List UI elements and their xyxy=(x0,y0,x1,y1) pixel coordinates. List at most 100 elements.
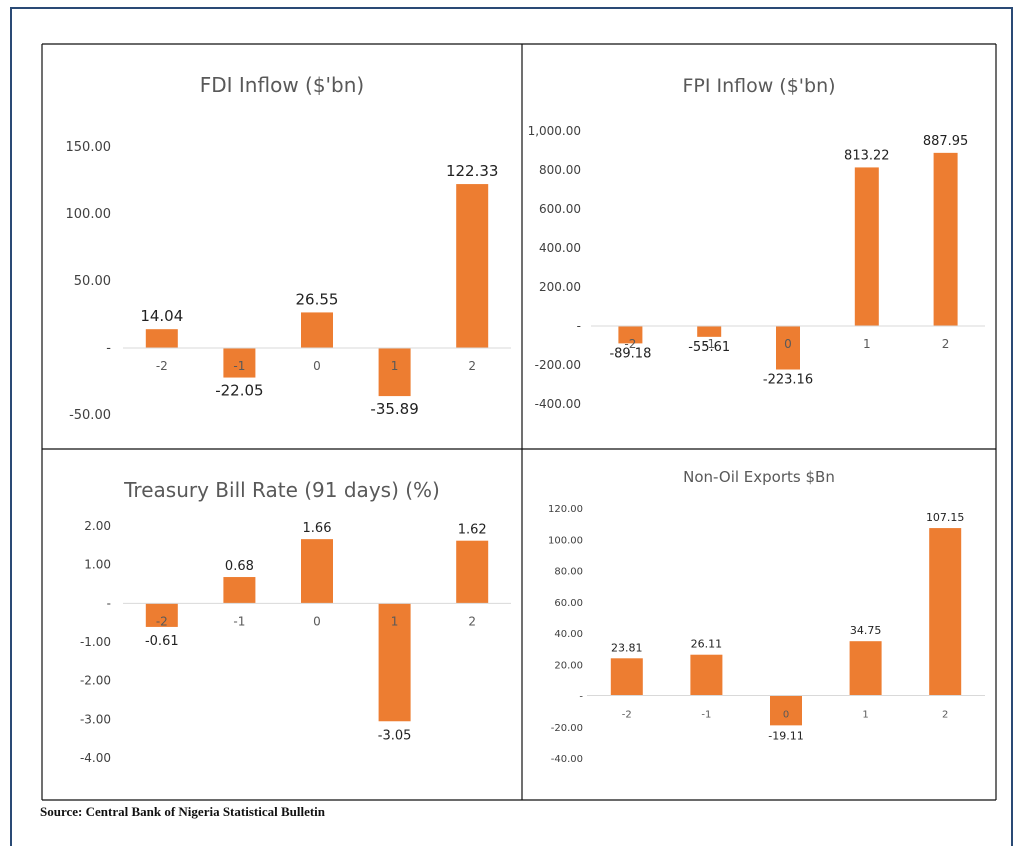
bar xyxy=(849,641,882,696)
x-tick-label: 0 xyxy=(783,710,789,721)
y-tick-label: -1.00 xyxy=(80,635,111,649)
y-tick-label: 2.00 xyxy=(84,519,111,533)
x-tick-label: 1 xyxy=(862,710,868,721)
x-tick-label: -1 xyxy=(703,337,715,351)
bar xyxy=(618,326,643,344)
bar xyxy=(933,152,958,326)
y-tick-label: 1,000.00 xyxy=(528,124,581,138)
bar xyxy=(378,603,411,722)
x-tick-label: 1 xyxy=(391,359,399,373)
y-tick-label: 400.00 xyxy=(539,241,581,255)
chart-title: Treasury Bill Rate (91 days) (%) xyxy=(123,478,440,502)
bar xyxy=(690,654,723,696)
bar xyxy=(145,603,178,627)
bar xyxy=(301,539,333,604)
data-label: 23.81 xyxy=(611,641,643,654)
chart-title: FPI Inflow ($'bn) xyxy=(682,75,835,97)
x-tick-label: -1 xyxy=(701,710,711,721)
data-label: 122.33 xyxy=(446,162,499,180)
x-tick-label: 2 xyxy=(942,337,950,351)
x-tick-label: -2 xyxy=(156,359,168,373)
x-tick-label: 2 xyxy=(468,359,476,373)
x-tick-label: 0 xyxy=(313,359,321,373)
y-tick-label: -3.00 xyxy=(80,712,111,726)
data-label: -89.18 xyxy=(609,346,651,361)
bar xyxy=(929,528,962,696)
data-label: -3.05 xyxy=(378,728,412,743)
data-label: -22.05 xyxy=(215,382,263,400)
y-tick-label: 80.00 xyxy=(554,567,583,578)
y-tick-label: 100.00 xyxy=(66,207,112,222)
y-tick-label: -20.00 xyxy=(551,723,583,734)
bar xyxy=(776,326,800,370)
y-tick-label: - xyxy=(577,319,581,333)
data-label: 107.15 xyxy=(926,511,965,524)
chart-title: FDI Inflow ($'bn) xyxy=(200,73,364,97)
x-tick-label: -2 xyxy=(624,337,636,351)
y-tick-label: 200.00 xyxy=(539,280,581,294)
chart-title: Non-Oil Exports $Bn xyxy=(683,468,835,486)
data-label: -223.16 xyxy=(763,373,813,388)
figure-frame xyxy=(10,7,1013,846)
y-tick-label: 120.00 xyxy=(548,504,583,515)
bar xyxy=(610,658,643,696)
data-label: 887.95 xyxy=(923,134,969,149)
data-label: 34.75 xyxy=(850,624,882,637)
data-label: 813.22 xyxy=(844,148,890,163)
bar xyxy=(456,184,489,348)
chart-svg-treasury-bill-rate: Treasury Bill Rate (91 days) (%) -4.00 -3.… xyxy=(80,478,511,765)
x-tick-label: 0 xyxy=(784,337,792,351)
chart-fpi-inflow: FPI Inflow ($'bn) -400.00 -200.00-200.00 40… xyxy=(523,47,995,447)
bar xyxy=(697,326,722,337)
data-label: -19.11 xyxy=(768,729,803,742)
bar xyxy=(301,312,333,348)
y-tick-label: -400.00 xyxy=(535,397,581,411)
data-label: 26.55 xyxy=(296,290,339,308)
chart-non-oil-exports: Non-Oil Exports $Bn -40.00 -20.00-20.00 40.… xyxy=(523,448,995,800)
bar xyxy=(223,577,256,604)
data-label: -35.89 xyxy=(370,400,418,418)
source-note: Source: Central Bank of Nigeria Statisti… xyxy=(40,804,326,819)
x-tick-label: 0 xyxy=(313,614,321,628)
y-tick-label: -40.00 xyxy=(551,754,583,765)
y-tick-label: - xyxy=(579,692,583,703)
y-tick-label: 600.00 xyxy=(539,202,581,216)
bar xyxy=(456,540,489,604)
y-tick-label: 20.00 xyxy=(554,660,583,671)
y-tick-label: 1.00 xyxy=(84,558,111,572)
data-label: 0.68 xyxy=(225,559,254,574)
y-tick-label: -50.00 xyxy=(69,408,111,423)
bar xyxy=(854,167,879,326)
data-label: 1.66 xyxy=(303,521,332,536)
x-tick-label: 2 xyxy=(942,710,948,721)
x-tick-label: -2 xyxy=(156,614,168,628)
y-tick-label: 50.00 xyxy=(74,274,111,289)
y-tick-label: 150.00 xyxy=(66,140,112,155)
bar xyxy=(378,348,411,397)
data-label: 14.04 xyxy=(140,307,183,325)
x-tick-label: 1 xyxy=(391,614,399,628)
data-label: -0.61 xyxy=(145,634,179,649)
x-tick-label: -1 xyxy=(233,614,245,628)
bar xyxy=(223,348,256,378)
chart-svg-fpi-inflow: FPI Inflow ($'bn)-400.00-200.00-200.0040… xyxy=(528,75,985,411)
y-tick-label: -2.00 xyxy=(80,674,111,688)
x-tick-label: 1 xyxy=(863,337,871,351)
data-label: 1.62 xyxy=(458,523,487,538)
chart-fdi-inflow: FDI Inflow ($'bn) -50.00-50.00 100.00 150.0… xyxy=(43,44,521,449)
y-tick-label: -200.00 xyxy=(535,358,581,372)
y-tick-label: 60.00 xyxy=(554,598,583,609)
y-tick-label: - xyxy=(107,596,111,610)
chart-svg-fdi-inflow: FDI Inflow ($'bn)-50.00-50.00100.00150.0… xyxy=(66,73,511,423)
chart-treasury-bill-rate: Treasury Bill Rate (91 days) (%) -4.00 -3.… xyxy=(43,451,521,797)
y-tick-label: 40.00 xyxy=(554,629,583,640)
chart-svg-non-oil-exports: Non-Oil Exports $Bn-40.00-20.00-20.0040.… xyxy=(548,468,985,765)
x-tick-label: 2 xyxy=(468,614,476,628)
data-label: -55.61 xyxy=(688,340,730,355)
y-tick-label: 800.00 xyxy=(539,163,581,177)
y-tick-label: - xyxy=(106,341,111,356)
y-tick-label: -4.00 xyxy=(80,751,111,765)
x-tick-label: -1 xyxy=(233,359,245,373)
bar xyxy=(145,329,178,348)
x-tick-label: -2 xyxy=(622,710,632,721)
